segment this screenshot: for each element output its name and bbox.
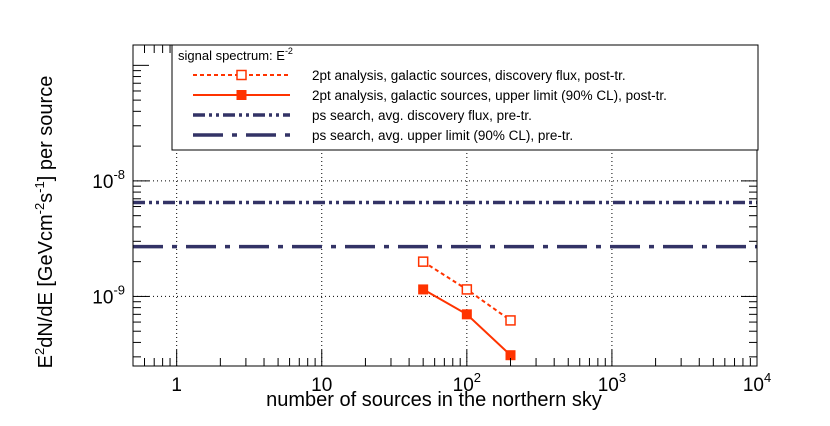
legend-label: ps search, avg. discovery flux, pre-tr. xyxy=(312,108,532,123)
x-tick-exponent: 4 xyxy=(764,370,771,385)
legend-entry: 2pt analysis, galactic sources, upper li… xyxy=(193,88,667,103)
legend-label: 2pt analysis, galactic sources, discover… xyxy=(312,68,626,83)
x-tick-label: 10 xyxy=(311,375,332,396)
y-tick-label: 10-9 xyxy=(92,282,125,308)
x-tick-exponent: 2 xyxy=(474,370,481,385)
x-tick-exponent: 3 xyxy=(619,370,626,385)
legend-label: 2pt analysis, galactic sources, upper li… xyxy=(312,88,667,103)
y-tick-label: 10-8 xyxy=(92,167,125,193)
legend-entry: ps search, avg. discovery flux, pre-tr. xyxy=(193,108,532,123)
data-point-open-square xyxy=(461,284,473,295)
legend-label: ps search, avg. upper limit (90% CL), pr… xyxy=(312,128,573,143)
y-tick-base: 10 xyxy=(92,287,113,308)
data-point-filled-square xyxy=(461,309,472,320)
x-tick-base: 10 xyxy=(453,375,474,396)
y-tick-exponent: -8 xyxy=(113,167,125,182)
series-layer xyxy=(133,200,757,361)
y-axis-title-part: ] per source xyxy=(35,76,57,182)
legend-box xyxy=(171,44,759,151)
data-point-open-square xyxy=(417,256,429,267)
x-tick-base: 10 xyxy=(311,375,332,396)
legend-marker-open-square xyxy=(236,69,247,81)
data-point-filled-square xyxy=(418,284,429,295)
y-axis-title-part: E xyxy=(35,355,57,368)
data-point-open-square xyxy=(505,315,516,326)
y-tick-exponent: -9 xyxy=(113,282,125,297)
grid xyxy=(133,45,757,366)
x-axis-title: number of sources in the northern sky xyxy=(266,389,602,411)
x-tick-label: 1 xyxy=(171,375,182,396)
legend-header-text: signal spectrum: E xyxy=(178,48,285,63)
x-tick-base: 10 xyxy=(743,375,764,396)
series-2 xyxy=(418,284,516,361)
legend-marker-filled-square xyxy=(236,90,247,100)
y-axis-title-part: dN/dE [GeVcm xyxy=(35,214,57,347)
y-axis-title-sup: -1 xyxy=(32,181,47,193)
series-1 xyxy=(417,256,516,326)
legend: signal spectrum: E-2 2pt analysis, galact… xyxy=(171,44,759,151)
legend-entry: 2pt analysis, galactic sources, discover… xyxy=(193,68,626,83)
y-axis-title-sup: -2 xyxy=(32,203,47,215)
x-tick-base: 10 xyxy=(598,375,619,396)
legend-entry: ps search, avg. upper limit (90% CL), pr… xyxy=(193,128,573,143)
x-tick-label: 103 xyxy=(598,370,626,396)
y-axis-title-sup: 2 xyxy=(32,348,47,355)
legend-header: signal spectrum: E-2 xyxy=(178,46,293,63)
y-axis-title: E2dN/dE [GeVcm-2s-1] per source xyxy=(32,76,57,369)
x-tick-label: 102 xyxy=(453,370,481,396)
x-tick-label: 104 xyxy=(743,370,771,396)
y-axis-title-part: s xyxy=(35,193,57,203)
y-tick-base: 10 xyxy=(92,172,113,193)
x-tick-base: 1 xyxy=(171,375,182,396)
legend-header-sup: -2 xyxy=(285,46,293,56)
